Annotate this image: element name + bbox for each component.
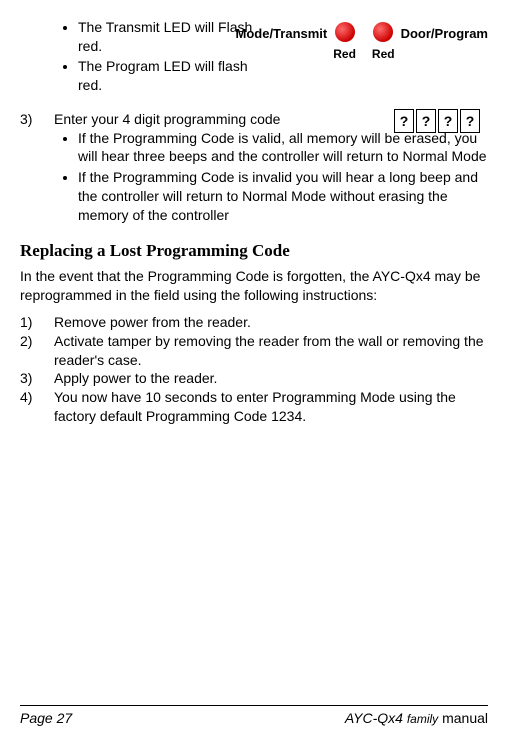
list-item: 2)Activate tamper by removing the reader… [20,332,488,370]
door-program-label: Door/Program [401,26,488,41]
step-t: You now have 10 seconds to enter Program… [54,388,488,426]
list-item: If the Programming Code is valid, all me… [78,129,488,167]
footer-page: Page 27 [20,710,72,726]
step-n: 1) [20,313,54,332]
page-footer: Page 27 AYC-Qx4 family manual [20,705,488,726]
list-item: 1)Remove power from the reader. [20,313,488,332]
step-intro: Enter your 4 digit programming code [54,111,280,127]
digit-box: ? [394,109,414,133]
section-paragraph: In the event that the Programming Code i… [20,267,488,305]
step-3: 3) Enter your 4 digit programming code ?… [20,111,488,227]
sub-text: If the Programming Code is invalid you w… [78,169,478,223]
page-content: The Transmit LED will Flash red. The Pro… [20,18,488,426]
footer-family: family [407,712,438,726]
numbered-steps: 1)Remove power from the reader. 2)Activa… [20,313,488,426]
sub-text: If the Programming Code is valid, all me… [78,130,487,165]
program-led-icon [373,22,393,42]
step-n: 2) [20,332,54,370]
step-number: 3) [20,111,54,127]
list-item: 4)You now have 10 seconds to enter Progr… [20,388,488,426]
digit-box: ? [416,109,436,133]
top-bullet-list: The Transmit LED will Flash red. The Pro… [20,18,255,95]
step3-sublist: If the Programming Code is valid, all me… [54,129,488,225]
led-block-right: Red [372,22,395,61]
step-t: Activate tamper by removing the reader f… [54,332,488,370]
list-item: The Program LED will flash red. [78,57,255,95]
led-block-left: Red [333,22,356,61]
led-indicator-panel: Mode/Transmit Red Red Door/Program [236,22,489,61]
footer-right: AYC-Qx4 family manual [345,710,488,726]
bullet-text: The Program LED will flash red. [78,58,248,93]
led-right-sub: Red [372,47,395,61]
digit-box: ? [438,109,458,133]
section-heading: Replacing a Lost Programming Code [20,241,488,261]
step-t: Apply power to the reader. [54,369,217,388]
list-item: If the Programming Code is invalid you w… [78,168,488,225]
list-item: The Transmit LED will Flash red. [78,18,255,56]
bullet-text: The Transmit LED will Flash red. [78,19,252,54]
step-n: 4) [20,388,54,426]
transmit-led-icon [335,22,355,42]
step-t: Remove power from the reader. [54,313,251,332]
digit-entry-boxes: ? ? ? ? [394,109,480,133]
led-left-sub: Red [333,47,356,61]
footer-manual: manual [442,710,488,726]
step-body: Enter your 4 digit programming code ? ? … [54,111,488,227]
digit-box: ? [460,109,480,133]
mode-transmit-label: Mode/Transmit [236,26,328,41]
footer-product: AYC-Qx4 [345,710,403,726]
led-group: Red Red [333,22,394,61]
list-item: 3)Apply power to the reader. [20,369,488,388]
step-n: 3) [20,369,54,388]
